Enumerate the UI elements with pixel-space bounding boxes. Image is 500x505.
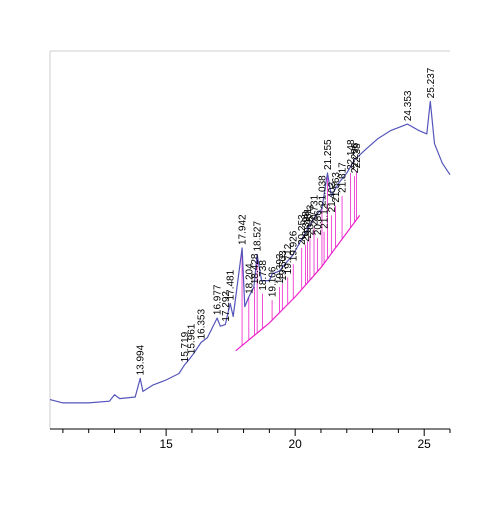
peak-label: 19.503	[278, 250, 289, 281]
peak-label: 18.527	[253, 220, 264, 251]
peak-label: 15.961	[186, 323, 197, 354]
peak-label: 17.942	[238, 214, 249, 245]
peak-label: 17.292	[221, 291, 232, 322]
peak-label: 22.148	[346, 139, 357, 170]
peak-label: 21.403	[327, 181, 338, 212]
peak-label: 16.353	[197, 309, 208, 340]
peak-label: 21.563	[331, 172, 342, 203]
peak-label: 13.994	[136, 344, 147, 375]
peak-label: 22.296	[350, 142, 361, 173]
chromatogram-trace	[49, 100, 451, 404]
x-axis: 15 20 25	[50, 428, 451, 451]
peak-label: 18.204	[244, 263, 255, 294]
integration-layer	[235, 171, 361, 352]
peak-label: 15.719	[180, 331, 191, 362]
x-tick-label: 25	[418, 437, 432, 451]
peak-label: 20.731	[310, 194, 321, 225]
x-tick-label: 15	[159, 437, 173, 451]
peak-label: 19.106	[268, 266, 279, 297]
peak-label: 16.977	[213, 284, 224, 315]
peak-label: 24.353	[403, 90, 414, 121]
peak-label: 19.712	[283, 243, 294, 274]
peak-label: 20.481	[303, 207, 314, 238]
peak-label: 20.398	[301, 211, 312, 242]
peak-label: 17.481	[226, 269, 237, 300]
peak-label: 18.738	[258, 260, 269, 291]
trace-layer	[49, 100, 451, 404]
peak-label: 21.038	[317, 175, 328, 206]
peak-label: 21.817	[338, 162, 349, 193]
plot-frame	[49, 50, 450, 429]
peak-label: 25.237	[426, 67, 437, 98]
integration-baseline	[235, 215, 361, 352]
peak-label: 21.12	[320, 203, 331, 228]
peak-label: 22.38	[352, 143, 363, 168]
peak-label: 21.255	[323, 139, 334, 170]
x-tick-label: 20	[288, 437, 302, 451]
peak-label: 20.253	[297, 214, 308, 245]
peak-label: 18.428	[250, 253, 261, 284]
peak-label: 19.926	[289, 230, 300, 261]
peak-label: 20.86	[313, 210, 324, 235]
peak-label: 19.393	[275, 253, 286, 284]
peak-label: 20.573	[305, 204, 316, 235]
